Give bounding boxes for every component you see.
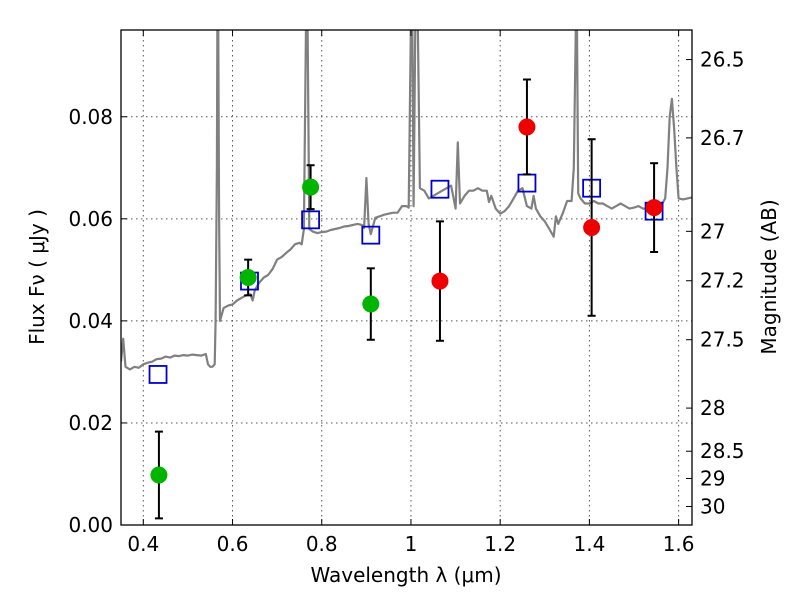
y2-tick-label: 26.5 bbox=[700, 48, 745, 72]
y2-tick-label: 27 bbox=[700, 219, 725, 243]
observed-flux-marker bbox=[518, 118, 536, 136]
x-tick-label: 1 bbox=[405, 532, 418, 556]
plot-area bbox=[121, 30, 692, 520]
x-tick-label: 0.4 bbox=[127, 532, 159, 556]
x-tick-label: 0.6 bbox=[217, 532, 249, 556]
y2-axis: 26.5 26.7 27 27.2 27.5 28 28.5 29 30 bbox=[686, 48, 745, 518]
y2-tick-label: 29 bbox=[700, 466, 725, 490]
y-axis-label: Flux Fν ( μJy ) bbox=[25, 209, 49, 345]
y2-tick-label: 27.5 bbox=[700, 328, 745, 352]
model-flux-marker bbox=[430, 179, 450, 199]
y-axis: 0.00 0.02 0.04 0.06 0.08 bbox=[68, 105, 127, 537]
observed-flux-marker bbox=[302, 178, 320, 196]
x-tick-label: 0.8 bbox=[306, 532, 338, 556]
x-tick-label: 1.4 bbox=[573, 532, 605, 556]
y2-tick-label: 28.5 bbox=[700, 439, 745, 463]
x-tick-label: 1.6 bbox=[663, 532, 695, 556]
y2-tick-label: 26.7 bbox=[700, 126, 745, 150]
y2-axis-label: Magnitude (AB) bbox=[757, 199, 781, 354]
x-axis: 0.4 0.6 0.8 1 1.2 1.4 1.6 bbox=[127, 30, 695, 556]
observed-flux-marker bbox=[431, 272, 449, 290]
y-tick-label: 0.06 bbox=[68, 207, 113, 231]
grid bbox=[121, 30, 692, 526]
y-tick-label: 0.02 bbox=[68, 411, 113, 435]
y2-tick-label: 28 bbox=[700, 396, 725, 420]
observed-flux-marker bbox=[362, 295, 380, 313]
y-tick-label: 0.04 bbox=[68, 309, 113, 333]
y-tick-label: 0.00 bbox=[68, 513, 113, 537]
observed-flux-marker bbox=[645, 199, 663, 217]
model-flux-marker bbox=[361, 225, 381, 245]
spectrum-line bbox=[121, 30, 692, 371]
observed-flux-marker bbox=[239, 269, 257, 286]
observed-flux-marker bbox=[583, 218, 601, 236]
model-flux-marker bbox=[301, 210, 320, 230]
plot-frame bbox=[120, 29, 693, 526]
y-tick-label: 0.08 bbox=[68, 105, 113, 129]
x-axis-label: Wavelength λ (μm) bbox=[310, 563, 501, 587]
y2-tick-label: 27.2 bbox=[700, 269, 745, 293]
y2-tick-label: 30 bbox=[700, 494, 725, 518]
x-tick-label: 1.2 bbox=[484, 532, 516, 556]
observed-flux-marker bbox=[150, 466, 168, 484]
model-flux-marker bbox=[148, 365, 168, 384]
